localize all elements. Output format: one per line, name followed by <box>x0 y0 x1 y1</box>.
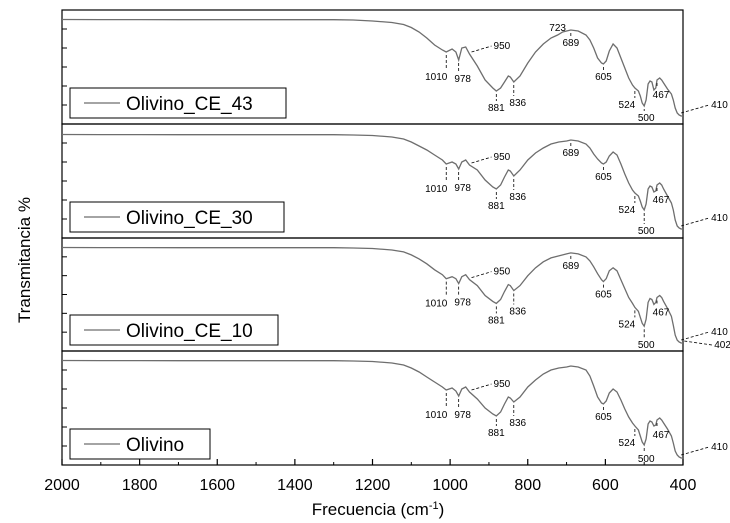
peak-label: 950 <box>494 41 511 52</box>
y-axis-label: Transmitancia % <box>15 197 34 323</box>
peak-label: 605 <box>595 72 612 83</box>
peak-marker <box>471 156 492 164</box>
peak-label: 881 <box>488 103 505 114</box>
x-tick-label: 2000 <box>44 477 80 494</box>
peak-label: 836 <box>509 192 526 203</box>
peak-label: 410 <box>711 442 728 453</box>
peak-label: 836 <box>509 418 526 429</box>
peak-label: 500 <box>638 226 655 237</box>
peak-label: 978 <box>454 74 471 85</box>
legend-label: Olivino_CE_30 <box>126 208 253 229</box>
peak-label: 500 <box>638 454 655 465</box>
peak-label: 524 <box>619 319 636 330</box>
peak-label: 467 <box>653 90 670 101</box>
peak-label: 950 <box>494 267 511 278</box>
series-line <box>61 359 683 459</box>
series-line <box>61 133 683 230</box>
peak-label: 881 <box>488 201 505 212</box>
peak-label: 950 <box>494 152 511 163</box>
peak-label: 467 <box>653 307 670 318</box>
x-tick-label: 1400 <box>277 477 313 494</box>
peak-label: 978 <box>454 410 471 421</box>
peak-label: 881 <box>488 315 505 326</box>
x-tick-label: 1800 <box>122 477 158 494</box>
peak-label: 500 <box>638 113 655 124</box>
peak-label: 689 <box>562 38 579 49</box>
x-tick-label: 1600 <box>199 477 235 494</box>
peak-marker <box>681 446 710 456</box>
peak-marker <box>681 331 710 341</box>
peak-marker <box>684 340 713 346</box>
peak-label: 605 <box>595 172 612 183</box>
peak-label: 467 <box>653 430 670 441</box>
peak-label: 723 <box>549 23 566 34</box>
peak-label: 978 <box>454 298 471 309</box>
x-tick-label: 1200 <box>355 477 391 494</box>
peak-label: 410 <box>711 100 728 111</box>
peak-marker <box>471 45 492 53</box>
peak-label: 881 <box>488 428 505 439</box>
peak-marker <box>681 104 710 114</box>
x-tick-label: 1000 <box>432 477 468 494</box>
x-tick-label: 400 <box>670 477 697 494</box>
peak-label: 500 <box>638 340 655 351</box>
peak-label: 524 <box>619 100 636 111</box>
legend-label: Olivino_CE_10 <box>126 321 253 342</box>
peak-label: 689 <box>562 148 579 159</box>
peak-label: 1010 <box>425 410 448 421</box>
x-axis: 2000 1800 1600 1400 1200 1000 800 600 400 <box>44 459 696 494</box>
legend-label: Olivino_CE_43 <box>126 94 253 115</box>
peak-label: 605 <box>595 290 612 301</box>
peak-marker <box>471 383 492 391</box>
peak-label: 836 <box>509 307 526 318</box>
peak-label: 689 <box>562 261 579 272</box>
peak-label: 402 <box>714 340 730 351</box>
series-line <box>61 246 683 344</box>
x-tick-label: 600 <box>592 477 619 494</box>
peak-label: 836 <box>509 98 526 109</box>
peak-label: 605 <box>595 412 612 423</box>
peak-label: 1010 <box>425 184 448 195</box>
peak-label: 1010 <box>425 299 448 310</box>
peak-marker <box>681 217 710 227</box>
peak-label: 950 <box>494 379 511 390</box>
peak-label: 524 <box>619 438 636 449</box>
peak-label: 410 <box>711 213 728 224</box>
peak-marker <box>471 271 492 279</box>
peak-label: 410 <box>711 327 728 338</box>
legend-label: Olivino <box>126 435 184 456</box>
peak-label: 524 <box>619 205 636 216</box>
peak-label: 467 <box>653 195 670 206</box>
series-line <box>61 18 683 117</box>
x-axis-label: Frecuencia (cm-1) <box>312 500 445 519</box>
x-tick-label: 800 <box>514 477 541 494</box>
peak-label: 978 <box>454 183 471 194</box>
peak-label: 1010 <box>425 72 448 83</box>
